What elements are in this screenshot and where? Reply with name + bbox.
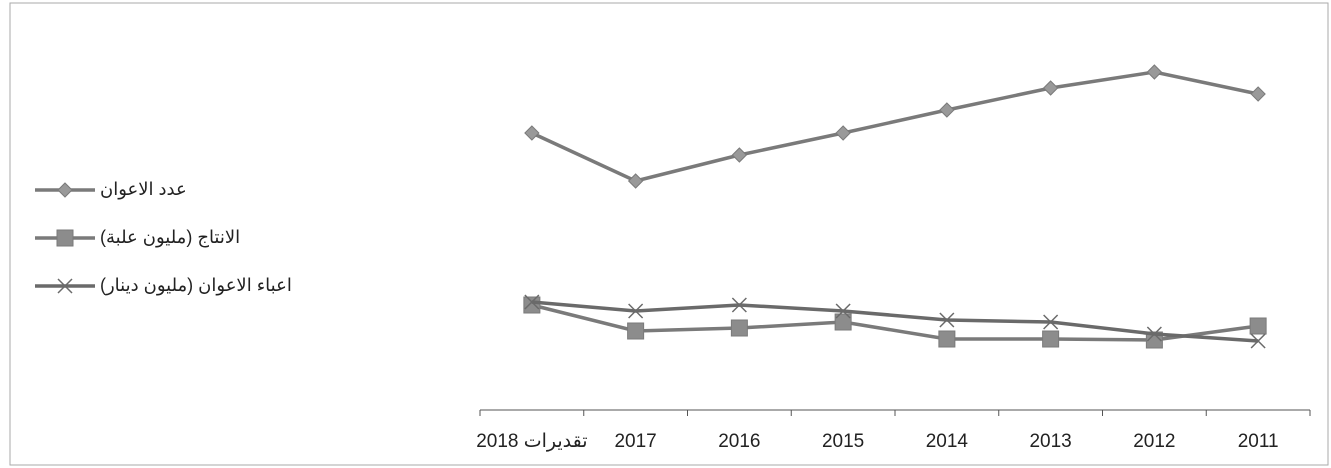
point	[627, 322, 645, 340]
point	[731, 147, 748, 163]
point	[834, 313, 852, 331]
x-tick-label: تقديرات 2018	[476, 431, 587, 452]
line	[531, 70, 1259, 183]
x-tick-label: 2017	[614, 431, 656, 452]
legend-item: عدد الاعوان	[35, 179, 187, 200]
x-tick-label: 2012	[1133, 431, 1175, 452]
point	[939, 102, 955, 118]
line	[531, 303, 1259, 342]
legend-label: عدد الاعوان	[100, 179, 187, 200]
point	[835, 125, 851, 141]
x-tick-label: 2016	[718, 431, 760, 452]
x-tick-label: 2013	[1029, 431, 1071, 452]
point	[1043, 314, 1059, 330]
point	[939, 312, 955, 328]
x-tick-label: 2014	[926, 431, 969, 452]
series	[524, 64, 1266, 189]
point	[1042, 80, 1059, 96]
point	[524, 125, 540, 141]
point	[57, 278, 73, 294]
point	[1250, 86, 1266, 102]
point	[1146, 64, 1163, 80]
legend-label: اعباء الاعوان (مليون دينار)	[100, 275, 292, 296]
point	[57, 182, 73, 198]
series	[524, 294, 1266, 349]
point	[731, 297, 747, 313]
point	[524, 294, 540, 310]
point	[1249, 317, 1267, 335]
point	[1042, 330, 1060, 348]
point	[1146, 326, 1162, 342]
point	[730, 319, 748, 337]
point	[938, 330, 956, 348]
point	[523, 296, 541, 314]
legend-label: الانتاج (مليون علبة)	[100, 227, 240, 248]
legend-item: اعباء الاعوان (مليون دينار)	[35, 275, 292, 296]
point	[1250, 333, 1266, 349]
point	[627, 173, 644, 189]
point	[56, 229, 74, 247]
x-tick-label: 2011	[1238, 431, 1279, 452]
x-tick-label: 2015	[822, 431, 864, 452]
point	[628, 303, 644, 319]
legend-item: الانتاج (مليون علبة)	[35, 227, 240, 248]
series	[523, 296, 1267, 349]
line	[531, 300, 1259, 343]
point	[835, 303, 851, 319]
